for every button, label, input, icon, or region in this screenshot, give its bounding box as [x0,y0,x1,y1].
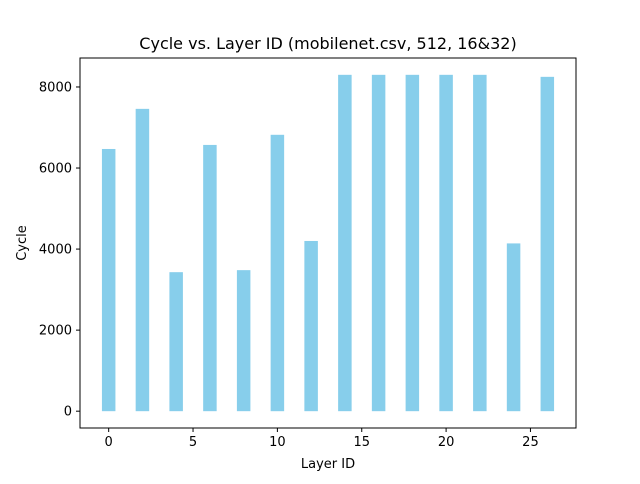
y-tick-label: 0 [64,405,72,420]
bar-layer-20 [439,74,453,412]
x-tick-label: 10 [269,435,286,450]
chart-title: Cycle vs. Layer ID (mobilenet.csv, 512, … [139,34,516,53]
bar-series [101,74,555,412]
bar-layer-26 [540,76,555,412]
y-axis-ticks: 0 2000 4000 6000 8000 [39,80,80,420]
bar-layer-6 [203,144,217,412]
plot-frame [79,57,577,429]
bar-layer-24 [506,243,521,412]
bar-layer-8 [236,270,251,412]
y-axis-label: Cycle [15,225,30,261]
bar-layer-4 [169,272,183,412]
x-axis-ticks: 0 5 10 15 20 25 [105,428,539,450]
bar-layer-16 [371,74,386,412]
x-axis-label: Layer ID [301,457,355,472]
x-tick-label: 25 [522,435,539,450]
bar-layer-22 [473,74,487,412]
bar-layer-10 [270,134,285,412]
x-tick-label: 15 [353,435,370,450]
x-tick-label: 5 [189,435,197,450]
x-tick-label: 20 [438,435,455,450]
bar-layer-14 [338,74,352,412]
y-tick-label: 2000 [39,324,72,339]
y-tick-label: 6000 [39,162,72,177]
y-tick-label: 8000 [39,80,72,95]
bar-layer-18 [405,74,420,412]
bar-layer-12 [304,240,318,412]
x-tick-label: 0 [105,435,113,450]
y-tick-label: 4000 [39,243,72,258]
bar-layer-2 [135,108,150,412]
bar-layer-0 [101,148,116,412]
